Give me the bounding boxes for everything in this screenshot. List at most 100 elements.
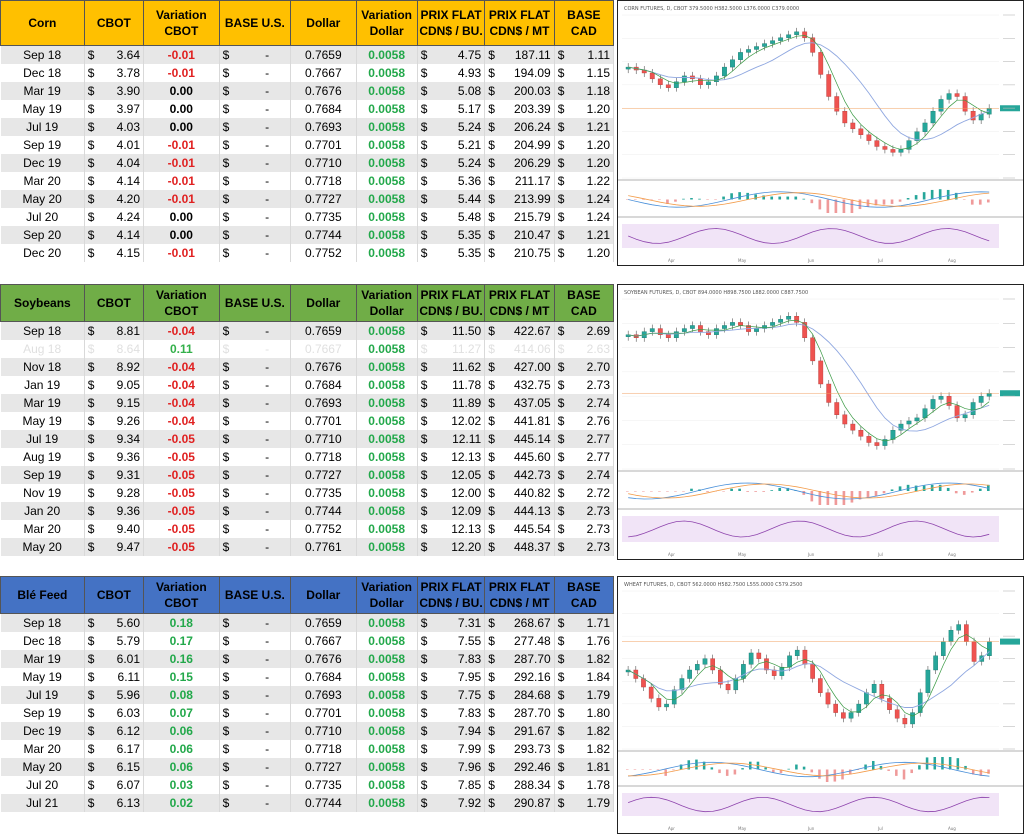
prix-flat-mt: $206.24 [484, 118, 555, 136]
variation-cbot-value: -0.01 [167, 66, 195, 80]
cbot-price-value: 4.01 [116, 138, 141, 152]
candle [697, 78, 703, 85]
variation-cbot-value: 0.06 [169, 760, 193, 774]
currency-symbol: $ [87, 48, 95, 62]
base-cad: $1.78 [554, 776, 615, 794]
prix-flat-mt: $287.70 [484, 704, 555, 722]
cbot-price-value: 8.92 [116, 360, 141, 374]
candle [906, 140, 912, 150]
variation-dollar-value: 0.0058 [368, 634, 405, 648]
variation-cbot-value: 0.00 [169, 84, 193, 98]
currency-symbol: $ [87, 760, 95, 774]
variation-dollar-value: 0.0058 [368, 102, 405, 116]
dollar-rate: 0.7710 [290, 154, 357, 172]
macd-bar [762, 195, 766, 200]
base-us-value: - [265, 156, 270, 170]
currency-symbol: $ [557, 48, 565, 62]
candle [826, 74, 832, 97]
contract-month: Nov 19 [0, 484, 85, 502]
base-us: $ - [219, 502, 292, 520]
candle [914, 417, 920, 422]
dollar-rate: 0.7684 [290, 100, 357, 118]
currency-symbol: $ [420, 432, 428, 446]
macd-bar [882, 491, 886, 494]
header-variation-dollar: Variation Dollar [355, 576, 418, 614]
variation-cbot-value: -0.01 [167, 138, 195, 152]
variation-dollar-value: 0.0058 [368, 796, 405, 810]
currency-symbol: $ [420, 84, 428, 98]
macd-bar [856, 769, 860, 770]
prix-flat-mt-value: 422.67 [513, 324, 551, 338]
macd-bar [902, 769, 906, 780]
currency-symbol: $ [87, 66, 95, 80]
base-us: $ - [219, 244, 292, 262]
base-cad-value: 1.82 [586, 652, 610, 666]
prix-flat-mt-value: 292.16 [513, 670, 551, 684]
cbot-price: $9.47 [84, 538, 145, 556]
base-us: $ - [219, 466, 292, 484]
table-row: Sep 18 $3.64 -0.01 $ -0.7659 0.0058 $4.75 $187.… [0, 45, 615, 64]
currency-symbol: $ [420, 174, 428, 188]
variation-cbot-value: 0.17 [169, 634, 193, 648]
variation-dollar: 0.0058 [356, 154, 418, 172]
header-variation-dollar: Variation Dollar [355, 284, 418, 322]
base-cad-value: 1.20 [586, 156, 610, 170]
prix-flat-bu-value: 7.94 [457, 724, 482, 738]
currency-symbol: $ [222, 156, 230, 170]
base-cad: $2.73 [554, 376, 615, 394]
cbot-price: $5.96 [84, 686, 145, 704]
dollar-rate: 0.7684 [290, 668, 357, 686]
table-row: Mar 20 $4.14 -0.01 $ -0.7718 0.0058 $5.36 $211.… [0, 172, 615, 190]
base-cad: $2.76 [554, 412, 615, 430]
header-base-cad: BASE CAD [553, 0, 615, 46]
month-axis-label: Apr [668, 258, 675, 263]
header-variation-dollar-line2: Dollar [369, 596, 404, 610]
dollar-rate: 0.7701 [290, 704, 357, 722]
header-variation-dollar-line1: Variation [361, 288, 412, 302]
candle [656, 698, 662, 708]
base-us: $ - [219, 740, 292, 758]
variation-cbot-value: -0.05 [167, 432, 195, 446]
base-cad-value: 1.18 [586, 84, 610, 98]
base-cad: $2.69 [554, 321, 615, 340]
base-cad-value: 2.70 [586, 360, 610, 374]
variation-dollar: 0.0058 [356, 358, 418, 376]
currency-symbol: $ [420, 342, 428, 356]
variation-dollar-value: 0.0058 [368, 706, 405, 720]
variation-cbot-value: -0.05 [167, 450, 195, 464]
base-us: $ - [219, 190, 292, 208]
cbot-price: $9.40 [84, 520, 145, 538]
variation-cbot-value: -0.01 [167, 156, 195, 170]
currency-symbol: $ [87, 246, 95, 260]
base-us: $ - [219, 650, 292, 668]
base-cad-value: 1.20 [586, 138, 610, 152]
variation-dollar: 0.0058 [356, 208, 418, 226]
variation-cbot: -0.01 [143, 172, 220, 190]
currency-symbol: $ [222, 742, 230, 756]
prix-flat-bu: $7.85 [417, 776, 486, 794]
prix-flat-mt: $290.87 [484, 794, 555, 812]
currency-symbol: $ [488, 778, 495, 792]
currency-symbol: $ [488, 138, 495, 152]
macd-bar [674, 491, 677, 492]
candle [858, 429, 864, 437]
macd-bar [679, 764, 683, 770]
currency-symbol: $ [420, 156, 428, 170]
base-us-value: - [265, 84, 270, 98]
macd-bar [898, 486, 902, 491]
currency-symbol: $ [557, 174, 565, 188]
candle [664, 703, 669, 708]
currency-symbol: $ [488, 706, 495, 720]
contract-month: Dec 20 [0, 244, 85, 262]
variation-cbot: 0.03 [143, 776, 220, 794]
cbot-price: $4.20 [84, 190, 145, 208]
contract-month: May 19 [0, 668, 85, 686]
base-us: $ - [219, 686, 292, 704]
candle [970, 402, 976, 416]
currency-symbol: $ [222, 342, 230, 356]
macd-bar [730, 193, 733, 200]
candle [842, 110, 848, 124]
cbot-price-value: 9.40 [116, 522, 141, 536]
prix-flat-mt-value: 210.75 [513, 246, 551, 260]
variation-cbot: -0.05 [143, 448, 220, 466]
